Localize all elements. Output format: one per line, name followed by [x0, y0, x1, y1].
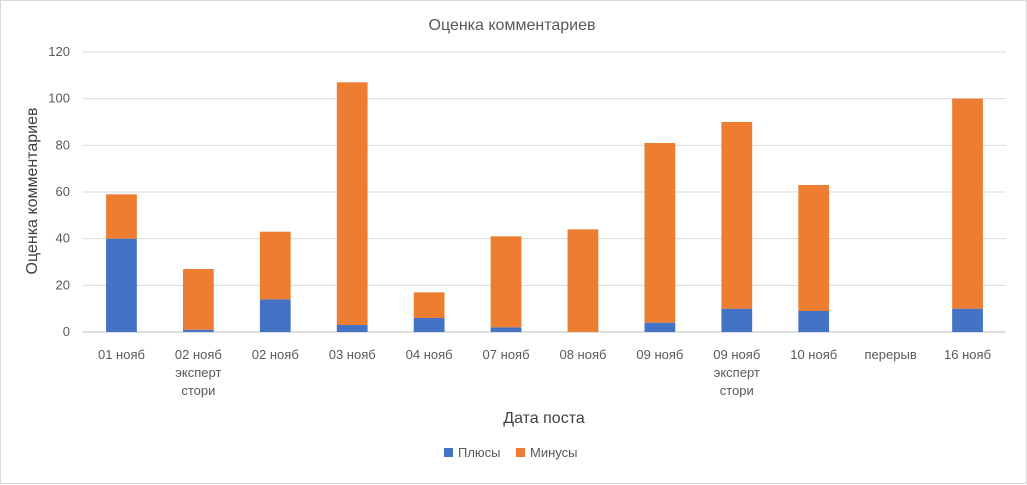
bar-segment	[336, 325, 368, 332]
bar-segment	[259, 299, 291, 332]
x-axis-ticks: 01 нояб 02 нояб эксперт стори 02 нояб 03 нояб…	[98, 347, 991, 398]
bar-segment	[413, 318, 445, 332]
y-tick-label: 60	[56, 184, 70, 199]
bar-segment	[182, 329, 214, 332]
bar-segment	[106, 194, 137, 239]
legend: Плюсы Минусы	[444, 445, 577, 460]
bar-segment	[952, 308, 983, 332]
bars	[106, 82, 983, 332]
bar-segment	[413, 292, 445, 318]
bar-segment	[952, 98, 983, 309]
bar-segment	[490, 236, 522, 328]
x-tick-label: 02 нояб эксперт стори	[175, 347, 222, 398]
bar-segment	[106, 238, 137, 332]
y-tick-label: 120	[48, 44, 70, 59]
bar-segment	[182, 269, 214, 330]
chart-title: Оценка комментариев	[429, 17, 596, 34]
x-tick-label: 07 нояб	[483, 347, 530, 362]
x-tick-label: 04 нояб	[406, 347, 453, 362]
x-tick-label: перерыв	[865, 347, 917, 362]
bar-segment	[259, 231, 291, 300]
x-tick-label: 08 нояб	[559, 347, 606, 362]
bar-segment	[490, 327, 522, 332]
bar-segment	[644, 143, 676, 323]
x-tick-label: 01 нояб	[98, 347, 145, 362]
x-tick-label: 03 нояб	[329, 347, 376, 362]
legend-label: Минусы	[530, 445, 577, 460]
gridlines	[83, 51, 1006, 333]
legend-swatch	[444, 448, 453, 457]
y-tick-label: 0	[63, 324, 70, 339]
bar-segment	[798, 311, 830, 332]
bar-segment	[336, 82, 368, 325]
bar-segment	[721, 122, 753, 309]
x-tick-label: 10 нояб	[790, 347, 837, 362]
legend-label: Плюсы	[458, 445, 501, 460]
y-axis-ticks: 0 20 40 60 80 100 120	[48, 44, 70, 339]
x-tick-label: 09 нояб	[636, 347, 683, 362]
y-tick-label: 20	[56, 277, 70, 292]
legend-swatch	[516, 448, 525, 457]
x-tick-label: 16 нояб	[944, 347, 991, 362]
x-tick-label: 02 нояб	[252, 347, 299, 362]
bar-segment	[567, 229, 599, 332]
x-tick-label: 09 нояб эксперт стори	[713, 347, 760, 398]
bar-segment	[721, 308, 753, 332]
bar-segment	[798, 185, 830, 311]
y-tick-label: 40	[56, 231, 70, 246]
y-tick-label: 100	[48, 91, 70, 106]
x-axis-title: Дата поста	[503, 410, 585, 427]
y-axis-title: Оценка комментариев	[24, 108, 41, 275]
bar-segment	[644, 322, 676, 332]
y-tick-label: 80	[56, 137, 70, 152]
